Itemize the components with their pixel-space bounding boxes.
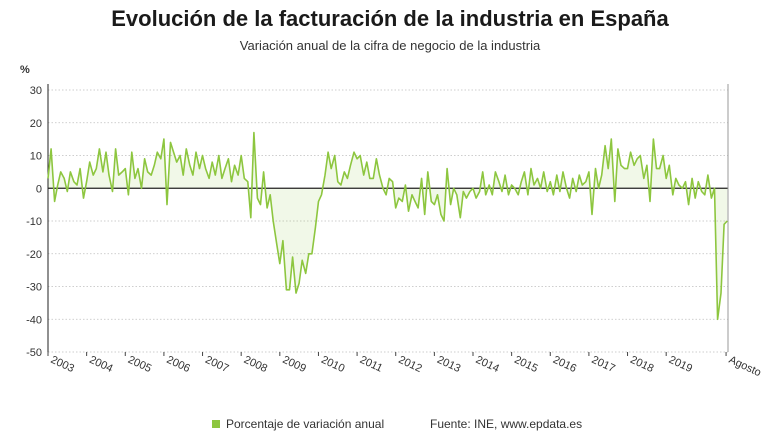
x-tick-label: 2003: [49, 354, 76, 375]
x-tick-label: 2015: [512, 354, 539, 375]
legend-swatch: [212, 420, 220, 428]
x-tick-label: 2006: [165, 354, 192, 375]
y-tick-label: 10: [30, 151, 42, 163]
x-tick-label: 2019: [667, 354, 694, 375]
source-note: Fuente: INE, www.epdata.es: [430, 417, 583, 431]
y-tick-label: 30: [30, 85, 42, 97]
x-tick-label: 2007: [203, 354, 230, 375]
y-tick-label: 20: [30, 118, 42, 130]
chart-title: Evolución de la facturación de la indust…: [111, 6, 669, 31]
x-tick-label: 2009: [281, 354, 308, 375]
x-tick-label: 2018: [628, 354, 655, 375]
x-tick-label: 2011: [358, 354, 385, 375]
x-tick-label: 2004: [87, 354, 114, 375]
series-area: [48, 132, 728, 320]
y-axis-unit: %: [20, 64, 30, 76]
y-tick-label: -10: [26, 216, 42, 228]
x-tick-label: 2012: [396, 354, 423, 375]
series-line: [47, 131, 728, 321]
legend-label: Porcentaje de variación anual: [226, 417, 385, 431]
y-tick-label: 0: [36, 183, 42, 195]
x-tick-label: 2014: [474, 354, 501, 375]
x-tick-label: 2010: [319, 354, 346, 375]
chart-subtitle: Variación anual de la cifra de negocio d…: [239, 38, 541, 53]
x-tick-label: Agosto: [727, 354, 763, 379]
series-area-fill: [48, 132, 728, 320]
legend: Porcentaje de variación anual: [212, 417, 384, 431]
x-tick-label: 2008: [242, 354, 269, 375]
y-tick-label: -20: [26, 249, 42, 261]
y-tick-label: -50: [26, 347, 42, 359]
x-tick-label: 2016: [551, 354, 578, 375]
series-line-path: [47, 131, 728, 321]
x-tick-label: 2005: [126, 354, 153, 375]
y-tick-label: -40: [26, 314, 42, 326]
x-tick-label: 2017: [590, 354, 617, 375]
y-tick-label: -30: [26, 282, 42, 294]
grid: [48, 89, 728, 353]
x-tick-label: 2013: [435, 354, 462, 375]
